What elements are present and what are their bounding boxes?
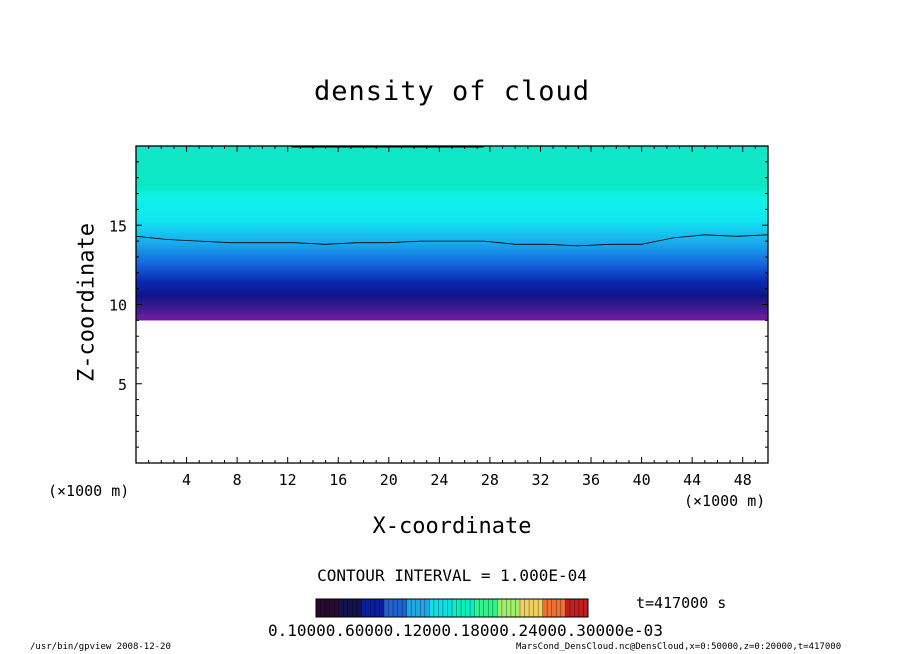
y-tick-label: 15 [109,217,127,235]
x-tick-label: 20 [380,471,398,489]
density-field [136,146,768,321]
colorbar-cell [316,599,340,617]
colorbar-cell [429,599,453,617]
x-tick-label: 28 [481,471,499,489]
colorbar-cell [565,599,589,617]
colorbar-frame [315,598,589,618]
colorbar [315,598,589,618]
x-tick-label: 48 [734,471,752,489]
x-tick-label: 44 [683,471,701,489]
contour-interval: CONTOUR INTERVAL = 1.000E-04 [317,566,587,585]
x-tick-label: 36 [582,471,600,489]
x-tick-label: 16 [329,471,347,489]
colorbar-cell [361,599,385,617]
colorbar-cell [474,599,498,617]
colorbar-cell [542,599,566,617]
y-tick-label: 10 [109,297,127,315]
colorbar-cell [452,599,476,617]
cloud-region [136,146,768,321]
x-tick-label: 40 [633,471,651,489]
colorbar-cell [406,599,430,617]
x-tick-label: 24 [430,471,448,489]
cloud-base-band [136,314,768,321]
colorbar-cell [520,599,544,617]
colorbar-cell [338,599,362,617]
chart-title: density of cloud [313,76,591,107]
y-tick-label: 5 [118,376,127,394]
x-tick-label: 8 [233,471,242,489]
time-label: t=417000 s [636,594,727,612]
colorbar-cell [497,599,521,617]
x-axis-label: X-coordinate [372,514,532,539]
contour-line [135,234,769,247]
y-axis-label: Z-coordinate [74,223,100,382]
footer-program: /usr/bin/gpview 2008-12-20 [30,642,171,652]
x-unit-label: (×1000 m) [684,492,766,510]
x-tick-label: 4 [182,471,191,489]
z-unit-label: (×1000 m) [48,482,130,500]
x-tick-label: 32 [531,471,549,489]
colorbar-cell [384,599,408,617]
colorbar-tick-labels: 0.10000.60000.12000.18000.24000.30000e-0… [268,621,663,640]
x-tick-label: 12 [279,471,297,489]
footer-source: MarsCond_DensCloud.nc@DensCloud,x=0:5000… [516,642,842,652]
